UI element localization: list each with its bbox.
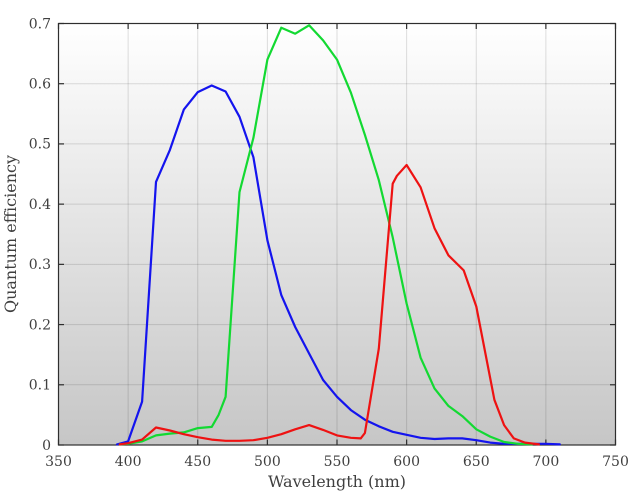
y-tick-label: 0.3 xyxy=(29,257,51,273)
x-tick-label: 450 xyxy=(184,454,211,470)
y-tick-label: 0.2 xyxy=(29,317,51,333)
y-tick-label: 0.6 xyxy=(29,77,51,93)
qe-curve-green-channel xyxy=(118,24,534,446)
x-tick-label: 500 xyxy=(254,454,281,470)
y-tick-label: 0 xyxy=(42,438,51,454)
plot-background xyxy=(58,23,616,445)
y-tick-label: 0.4 xyxy=(29,197,51,213)
x-tick-label: 750 xyxy=(602,454,629,470)
x-tick-label: 550 xyxy=(324,454,351,470)
x-tick-label: 700 xyxy=(533,454,560,470)
x-tick-label: 600 xyxy=(393,454,420,470)
x-tick-label: 400 xyxy=(115,454,142,470)
qe-curve-red-channel xyxy=(118,163,541,446)
x-tick-label: 650 xyxy=(463,454,490,470)
x-tick-label: 350 xyxy=(45,454,72,470)
y-tick-label: 0.5 xyxy=(29,137,51,153)
y-tick-label: 0.7 xyxy=(29,16,51,32)
y-axis-label: Quantum efficiency xyxy=(1,155,20,313)
qe-curve-blue-channel xyxy=(115,84,561,446)
y-tick-label: 0.1 xyxy=(29,378,51,394)
x-axis-label: Wavelength (nm) xyxy=(268,472,406,491)
